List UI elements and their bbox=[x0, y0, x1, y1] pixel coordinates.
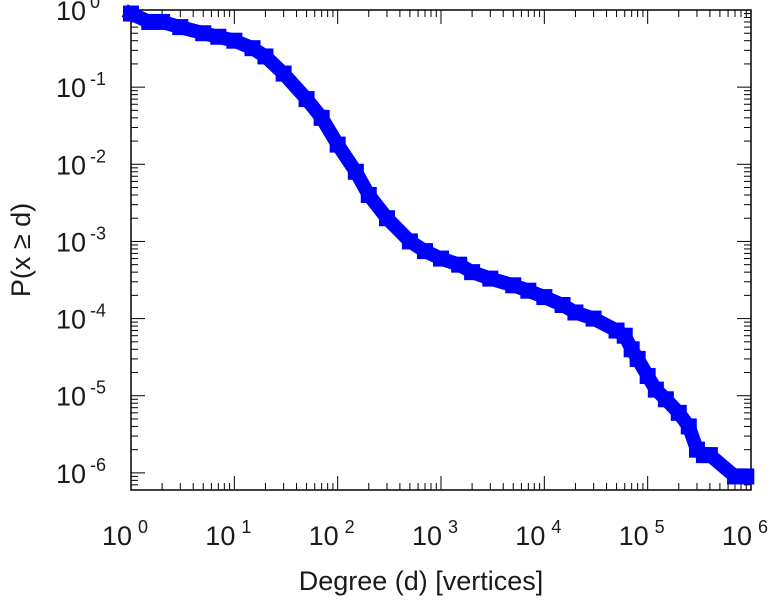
y-tick-exponent: -2 bbox=[90, 146, 106, 166]
data-point bbox=[172, 19, 189, 36]
x-tick-label: 10 6 bbox=[722, 517, 768, 551]
y-tick-exponent: -1 bbox=[90, 69, 106, 89]
x-tick-label: 10 4 bbox=[515, 517, 561, 551]
data-point bbox=[123, 5, 139, 22]
data-point bbox=[701, 447, 718, 464]
data-point bbox=[360, 186, 377, 203]
data-point bbox=[416, 243, 433, 260]
data-point bbox=[141, 13, 158, 30]
data-point bbox=[670, 404, 687, 421]
data-point bbox=[244, 40, 261, 57]
y-tick-label: 10 bbox=[56, 459, 86, 489]
data-point bbox=[378, 210, 395, 227]
y-tick-exponent: 0 bbox=[90, 0, 100, 12]
data-point bbox=[347, 163, 364, 180]
y-tick-label: 10 bbox=[56, 0, 86, 26]
major-ticks bbox=[130, 9, 752, 490]
data-point bbox=[226, 32, 243, 49]
data-point bbox=[451, 256, 468, 273]
data-point bbox=[257, 48, 274, 65]
data-point bbox=[313, 109, 330, 126]
data-point bbox=[616, 327, 633, 344]
data-point bbox=[298, 91, 315, 108]
data-point bbox=[639, 368, 656, 385]
data-point bbox=[738, 468, 755, 485]
y-tick-exponent: -5 bbox=[90, 378, 106, 398]
plot-frame bbox=[130, 9, 752, 491]
data-series bbox=[121, 4, 755, 485]
data-point bbox=[554, 297, 571, 314]
x-tick-label: 10 3 bbox=[412, 517, 458, 551]
data-point bbox=[329, 136, 346, 153]
data-point bbox=[536, 289, 553, 306]
data-point bbox=[520, 282, 537, 299]
data-point bbox=[629, 350, 646, 367]
y-tick-exponent: -4 bbox=[90, 301, 106, 321]
y-tick-label: 10 bbox=[56, 305, 86, 335]
data-point bbox=[680, 418, 697, 435]
x-tick-label: 10 2 bbox=[309, 517, 355, 551]
data-point bbox=[505, 277, 522, 294]
data-point bbox=[464, 264, 481, 281]
y-tick-label: 10 bbox=[56, 382, 86, 412]
data-point bbox=[154, 13, 171, 30]
data-series-line bbox=[121, 4, 754, 484]
data-point bbox=[275, 65, 292, 82]
data-point bbox=[585, 310, 602, 327]
data-point bbox=[401, 233, 418, 250]
minor-ticks bbox=[131, 10, 751, 491]
data-point bbox=[567, 304, 584, 321]
y-axis-title: P(x ≥ d) bbox=[6, 203, 36, 297]
data-point bbox=[482, 270, 499, 287]
x-tick-label: 10 5 bbox=[619, 517, 665, 551]
data-point bbox=[195, 25, 212, 42]
y-tick-label: 10 bbox=[56, 73, 86, 103]
y-tick-exponent: -3 bbox=[90, 223, 106, 243]
y-tick-label: 10 bbox=[56, 227, 86, 257]
y-tick-label: 10 bbox=[56, 150, 86, 180]
x-tick-label: 10 0 bbox=[102, 517, 148, 551]
data-point bbox=[210, 28, 227, 45]
data-point bbox=[433, 250, 449, 267]
x-axis-title: Degree (d) [vertices] bbox=[299, 566, 544, 596]
data-point bbox=[657, 391, 674, 408]
x-tick-label: 10 1 bbox=[205, 517, 251, 551]
y-tick-exponent: -6 bbox=[90, 455, 106, 475]
x-tick-labels: 10 0 10 1 10 2 10 3 10 4 10 5 10 6 bbox=[102, 517, 768, 551]
